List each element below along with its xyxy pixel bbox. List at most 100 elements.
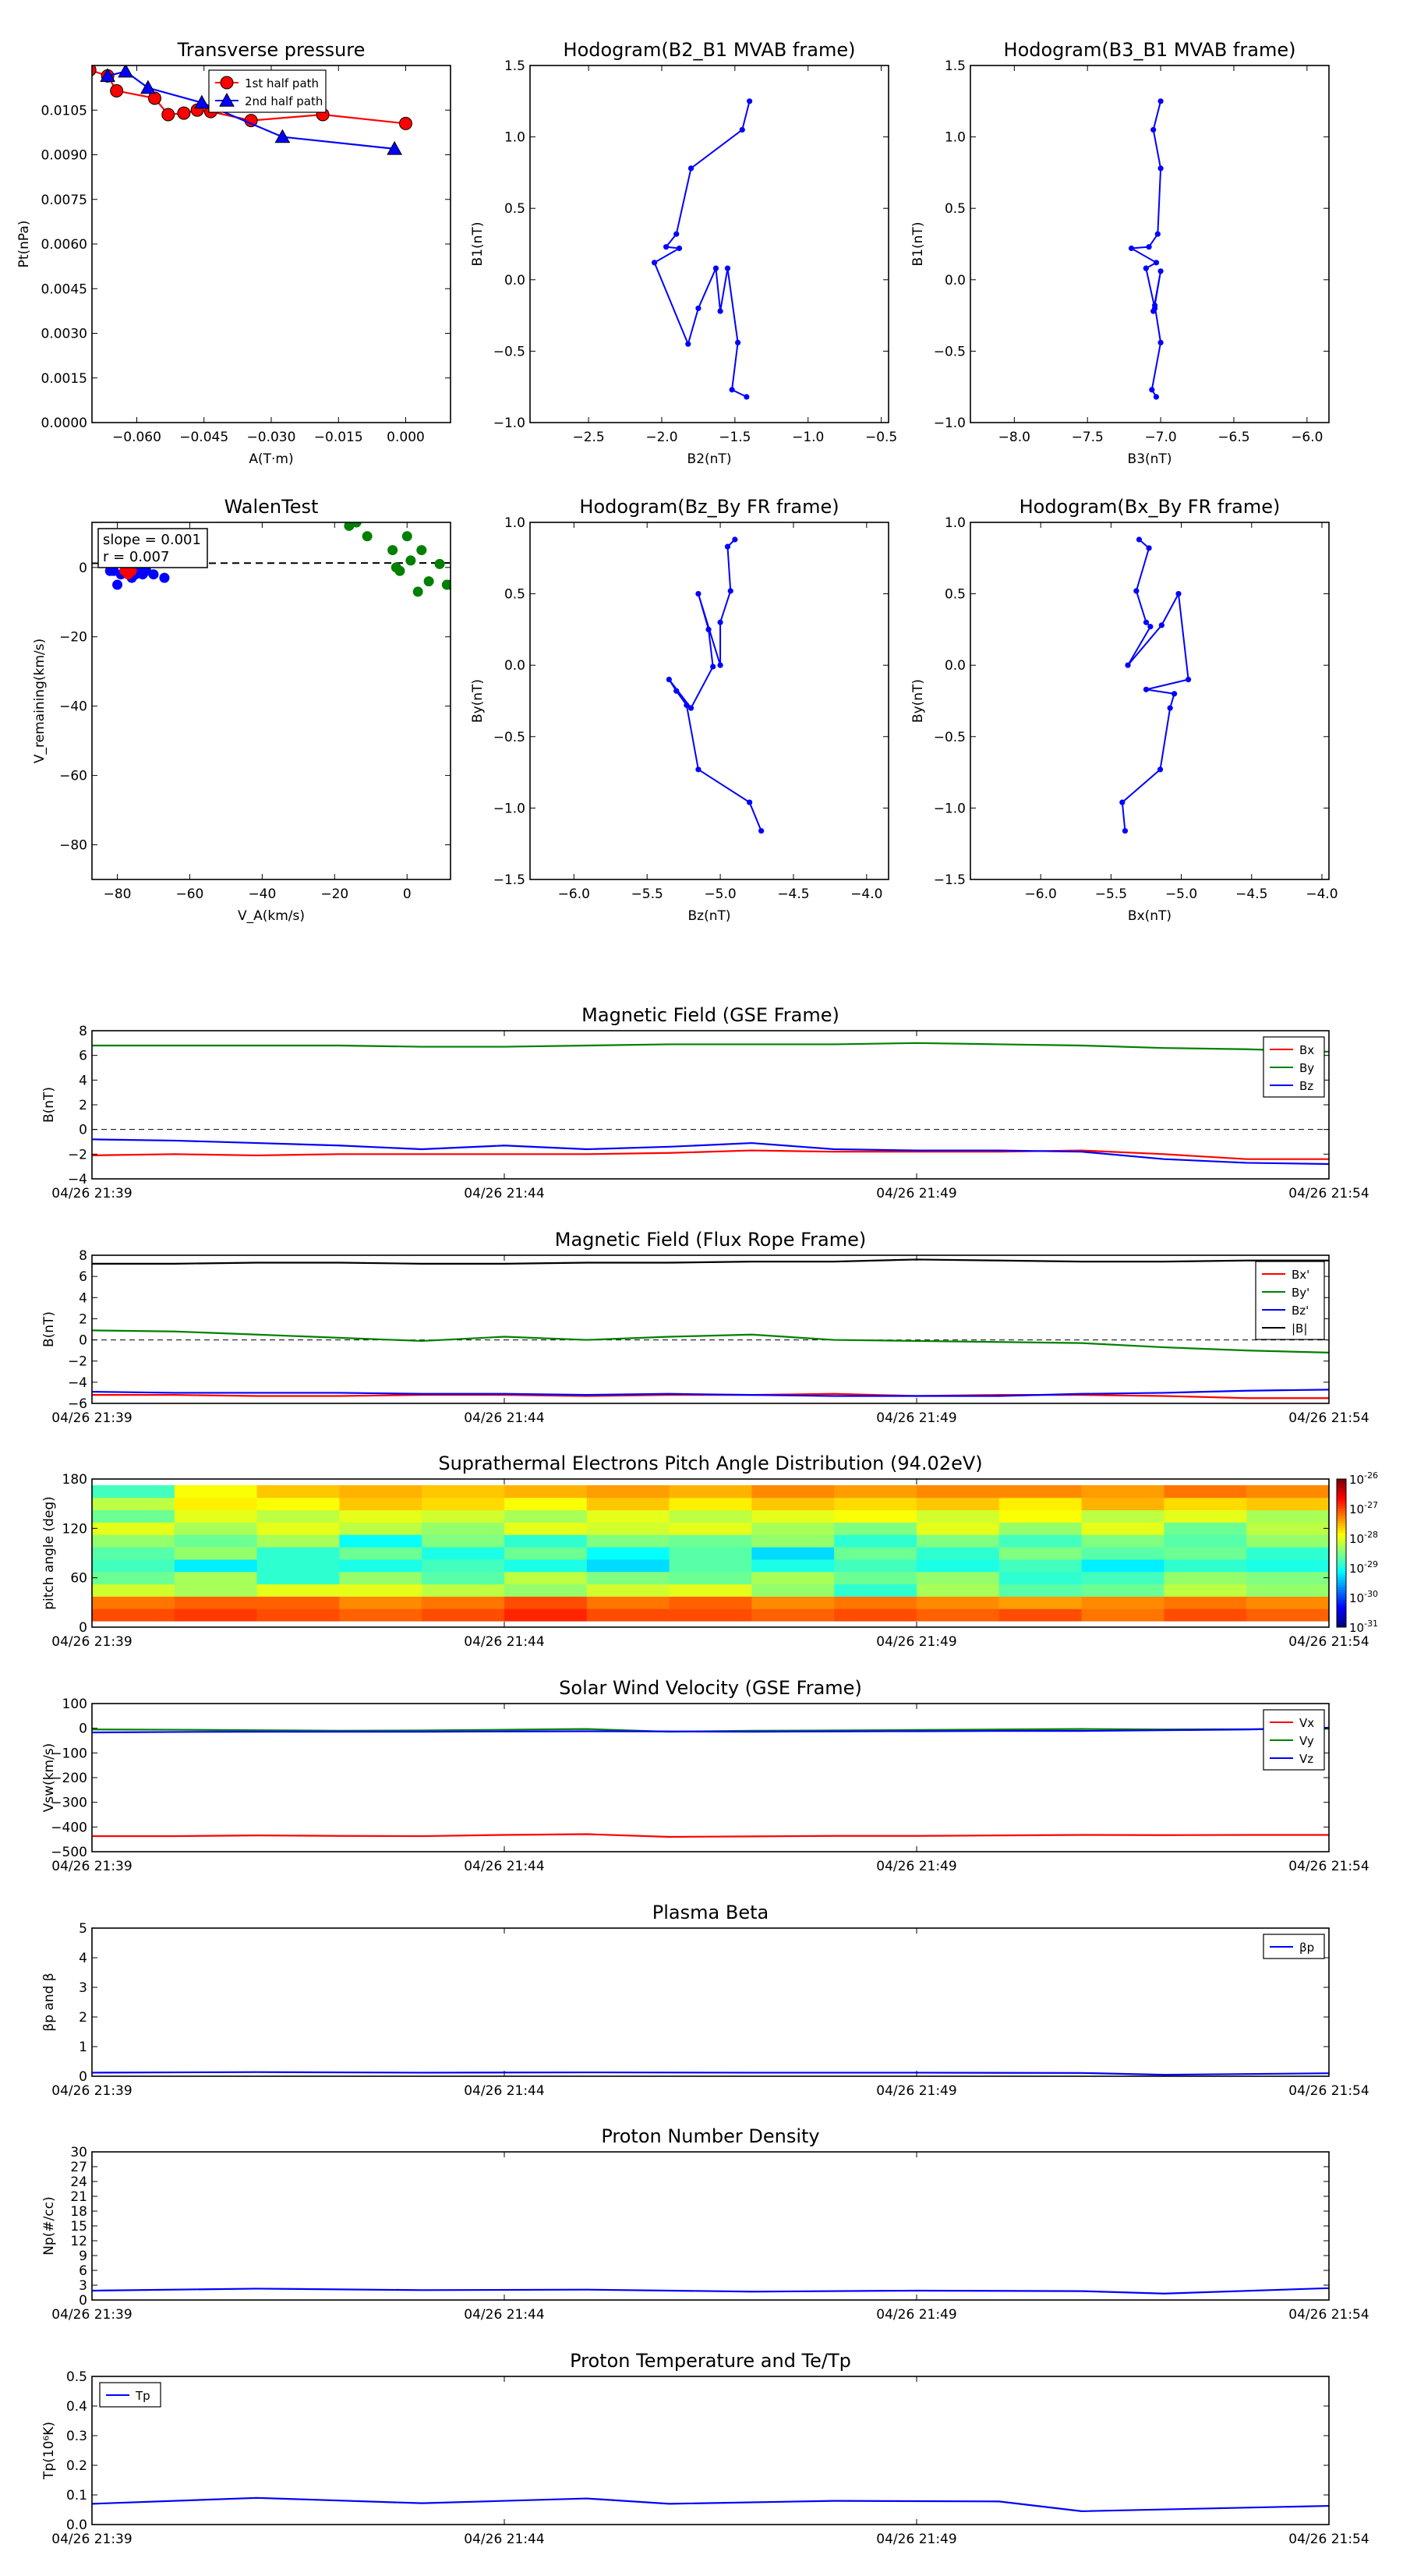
heatmap-cell: [339, 1522, 422, 1534]
chart-title: Hodogram(B3_B1 MVAB frame): [1004, 39, 1296, 61]
colorbar-segment: [1337, 1595, 1346, 1598]
data-point: [728, 588, 733, 593]
heatmap-cell: [175, 1547, 257, 1559]
x-axis-label: V_A(km/s): [238, 908, 305, 924]
heatmap-cell: [257, 1596, 340, 1608]
x-tick-label: 04/26 21:39: [51, 2307, 132, 2323]
heatmap-cell: [751, 1559, 834, 1572]
heatmap-cell: [422, 1534, 504, 1547]
heatmap-cell: [670, 1572, 752, 1584]
heatmap-cell: [504, 1534, 587, 1547]
y-tick-label: 100: [62, 1697, 87, 1712]
heatmap-cell: [999, 1498, 1082, 1510]
y-tick-label: 0.0: [66, 2518, 87, 2533]
colorbar-segment: [1337, 1496, 1346, 1499]
x-tick-label: 04/26 21:39: [51, 1410, 132, 1426]
heatmap-cell: [917, 1534, 999, 1547]
x-axis-label: A(T·m): [249, 451, 293, 467]
heatmap-cell: [751, 1510, 834, 1523]
y-tick-label: 0.0105: [41, 103, 87, 119]
heatmap-cell: [339, 1485, 422, 1498]
y-axis-label: By(nT): [470, 679, 486, 723]
heatmap-cell: [339, 1498, 422, 1510]
heatmap-cell: [422, 1485, 504, 1498]
data-point: [725, 266, 730, 271]
heatmap-cell: [1246, 1485, 1329, 1498]
heatmap-cell: [1164, 1522, 1246, 1534]
y-tick-label: 4: [79, 1290, 87, 1306]
data-point: [744, 394, 749, 399]
data-point: [1157, 98, 1163, 104]
x-tick-label: 04/26 21:54: [1288, 2083, 1369, 2099]
y-tick-label: 27: [70, 2160, 87, 2175]
y-tick-label: 0.0075: [41, 193, 87, 208]
y-tick-label: 0.0: [945, 273, 966, 288]
x-tick-label: −0.015: [314, 430, 363, 445]
y-tick-label: −500: [51, 1845, 87, 1860]
y-tick-label: 0.0: [504, 658, 525, 674]
y-tick-label: −4: [68, 1375, 87, 1391]
chart-title: Hodogram(B2_B1 MVAB frame): [564, 39, 856, 61]
heatmap-cell: [587, 1498, 670, 1510]
heatmap-cell: [339, 1559, 422, 1572]
x-tick-label: −80: [104, 886, 132, 902]
heatmap-cell: [999, 1572, 1082, 1584]
y-tick-label: −0.5: [934, 344, 966, 359]
y-tick-label: 1.0: [945, 515, 966, 531]
data-point: [1122, 828, 1128, 833]
heatmap-cell: [1246, 1510, 1329, 1523]
x-tick-label: −5.5: [631, 886, 663, 902]
y-tick-label: 0.2: [66, 2458, 87, 2474]
x-tick-label: −6.0: [1025, 886, 1057, 902]
y-tick-label: 0: [79, 2293, 87, 2309]
heatmap-cell: [751, 1485, 834, 1498]
x-tick-label: −5.0: [1165, 886, 1197, 902]
heatmap-cell: [587, 1485, 670, 1498]
y-tick-label: 1.5: [504, 58, 525, 74]
data-point: [1157, 766, 1163, 772]
colorbar-segment: [1337, 1600, 1346, 1603]
heatmap-cell: [339, 1534, 422, 1547]
data-point: [1149, 387, 1154, 392]
data-point: [111, 84, 123, 97]
heatmap-cell: [1082, 1608, 1164, 1621]
legend-label: Bz: [1299, 1079, 1313, 1093]
heatmap-cell: [339, 1596, 422, 1608]
chart-title: WalenTest: [224, 496, 319, 518]
y-axis-label: By(nT): [910, 679, 926, 723]
colorbar-tick-exponent: -31: [1364, 1619, 1378, 1629]
y-tick-label: 4: [79, 1073, 87, 1088]
data-point: [159, 573, 169, 583]
legend-label: By: [1299, 1061, 1314, 1075]
x-tick-label: −20: [320, 886, 348, 902]
data-point: [162, 108, 175, 121]
x-tick-label: −5.5: [1095, 886, 1127, 902]
heatmap-cell: [1246, 1596, 1329, 1608]
y-tick-label: −1.5: [934, 872, 966, 888]
data-point: [1143, 266, 1149, 271]
heatmap-cell: [917, 1498, 999, 1510]
x-tick-label: −40: [248, 886, 276, 902]
y-tick-label: 0.0090: [41, 148, 87, 164]
data-point: [673, 688, 679, 694]
x-tick-label: −2.5: [572, 430, 604, 445]
y-tick-label: −1.0: [493, 801, 525, 816]
x-tick-label: 04/26 21:44: [464, 1634, 544, 1650]
heatmap-cell: [751, 1498, 834, 1510]
legend-label: Vy: [1299, 1734, 1314, 1748]
heatmap-cell: [92, 1547, 175, 1559]
x-tick-label: 0: [403, 886, 412, 902]
legend-label: 2nd half path: [245, 94, 323, 108]
legend-label: βp: [1299, 1941, 1314, 1955]
x-tick-label: −5.0: [704, 886, 736, 902]
heatmap-cell: [1246, 1584, 1329, 1597]
heatmap-cell: [587, 1584, 670, 1597]
heatmap-cell: [504, 1584, 587, 1597]
heatmap-cell: [422, 1522, 504, 1534]
y-axis-label: Np(#/cc): [41, 2196, 57, 2255]
heatmap-cell: [917, 1596, 999, 1608]
heatmap-cell: [670, 1559, 752, 1572]
x-tick-label: 04/26 21:54: [1288, 1186, 1369, 1201]
y-tick-label: 120: [62, 1521, 87, 1537]
